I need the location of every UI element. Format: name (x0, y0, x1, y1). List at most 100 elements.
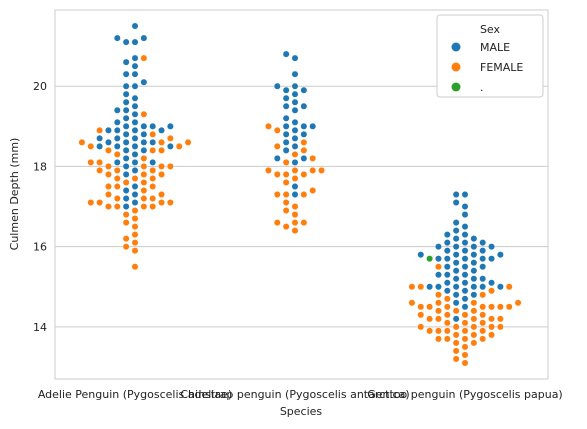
swarm-point (149, 195, 157, 202)
swarm-point (488, 243, 495, 251)
swarm-point (417, 303, 425, 311)
swarm-point (452, 307, 460, 315)
swarm-point (291, 150, 299, 158)
swarm-point (443, 271, 451, 279)
swarm-point (291, 70, 299, 78)
swarm-point (479, 291, 487, 299)
swarm-point (140, 78, 148, 86)
swarm-point (291, 175, 299, 182)
x-tick-labels: Adelie Penguin (Pygoscelis adeliae)Chins… (38, 388, 563, 401)
swarm-point (470, 339, 478, 347)
swarm-point (496, 315, 504, 323)
swarm-point (131, 94, 139, 102)
swarm-point (131, 54, 139, 62)
swarm-point (461, 231, 469, 239)
swarm-point (105, 126, 112, 134)
swarm-point (461, 303, 469, 311)
swarm-point (300, 146, 308, 154)
swarm-point (461, 247, 469, 255)
swarm-point (470, 275, 478, 283)
swarm-point (496, 323, 504, 331)
swarm-point (452, 315, 460, 323)
swarm-point (461, 255, 469, 263)
swarm-point (166, 142, 174, 150)
swarm-point (461, 271, 469, 279)
swarm-point (122, 187, 130, 194)
swarm-point (131, 62, 139, 70)
swarm-point (300, 102, 308, 110)
swarm-point (113, 34, 121, 42)
legend-marker (451, 62, 461, 72)
swarm-point (282, 114, 290, 122)
swarm-point (122, 171, 130, 178)
swarm-point (113, 126, 121, 134)
swarm-point (273, 142, 281, 150)
swarm-point (514, 299, 522, 307)
swarm-point (470, 283, 478, 291)
swarm-point (140, 195, 148, 202)
y-tick-label: 18 (33, 160, 47, 173)
swarm-point (470, 267, 478, 275)
swarm-point (300, 219, 308, 226)
swarm-point (452, 291, 460, 299)
swarm-point (291, 118, 299, 126)
swarm-point (452, 331, 460, 339)
swarm-point (461, 295, 469, 303)
swarm-point (158, 191, 165, 198)
swarm-point (105, 138, 112, 146)
swarm-point (140, 163, 148, 170)
swarm-point (149, 130, 157, 138)
swarm-point (122, 211, 130, 218)
swarm-point (122, 243, 130, 251)
swarm-point (470, 307, 478, 315)
swarm-point (131, 82, 139, 90)
x-tick-label: Chinstrap penguin (Pygoscelis antarctica… (180, 388, 409, 401)
swarm-point (417, 251, 425, 259)
swarm-point (443, 319, 451, 327)
swarm-point (105, 163, 112, 170)
swarm-point (131, 150, 139, 158)
swarm-point (273, 171, 281, 178)
swarm-point (426, 327, 434, 335)
swarm-point (470, 299, 478, 307)
swarm-point (105, 171, 112, 178)
swarm-point (122, 106, 130, 114)
swarm-point (105, 203, 112, 210)
swarm-point (505, 283, 513, 291)
swarm-point (470, 315, 478, 323)
swarm-point (443, 287, 451, 295)
swarm-point (435, 307, 442, 315)
swarm-point (443, 255, 451, 263)
swarm-point (470, 331, 478, 339)
swarm-point (158, 126, 165, 134)
swarm-point (282, 191, 290, 198)
swarm-point (479, 263, 487, 271)
swarm-point (149, 122, 157, 130)
swarm-point (426, 315, 434, 323)
swarm-point (149, 146, 157, 154)
swarm-point (426, 303, 434, 311)
swarm-point (417, 323, 425, 331)
swarm-point (309, 122, 317, 130)
swarm-point (479, 335, 487, 343)
swarm-point (426, 255, 434, 263)
swarm-point (300, 191, 308, 198)
swarm-point (435, 299, 442, 307)
swarm-point (488, 255, 495, 263)
swarm-point (291, 126, 299, 134)
swarm-point (273, 126, 281, 134)
swarm-point (291, 183, 299, 190)
swarm-point (435, 335, 442, 343)
swarm-point (461, 359, 469, 367)
swarm-point (122, 203, 130, 210)
swarm-point (318, 167, 325, 174)
swarm-point (452, 283, 460, 291)
swarm-point (282, 171, 290, 178)
swarm-point (149, 203, 157, 210)
swarm-point (113, 150, 121, 158)
swarm-point (452, 235, 460, 243)
swarm-point (461, 319, 469, 327)
legend: Sex MALE FEMALE. (436, 14, 544, 98)
swarm-point (461, 335, 469, 343)
swarm-point (470, 251, 478, 259)
